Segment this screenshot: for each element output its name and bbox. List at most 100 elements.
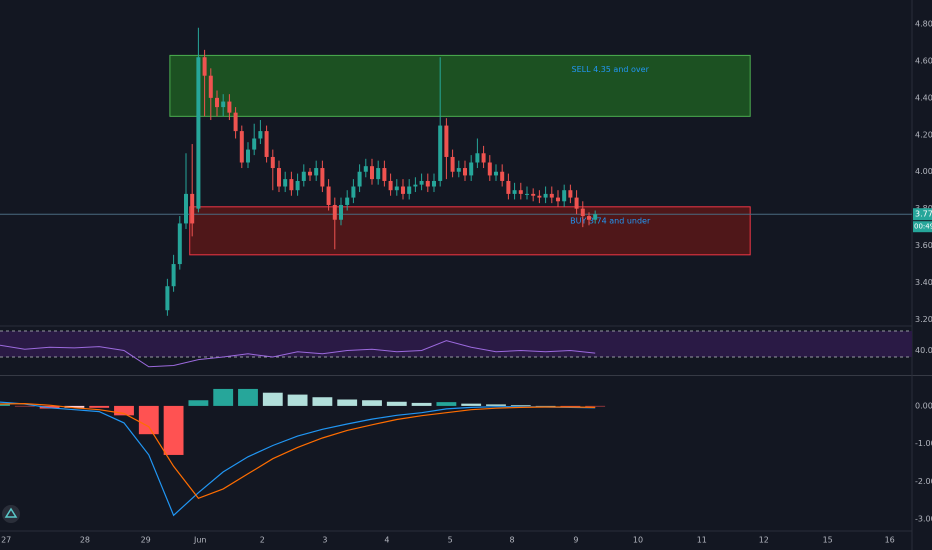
histogram-bar — [312, 397, 333, 406]
candle-body — [357, 171, 362, 187]
candle-body — [221, 101, 226, 108]
rsi-band — [0, 330, 912, 358]
candle-body — [450, 156, 455, 172]
candle-body — [258, 131, 263, 139]
histogram-bar — [287, 394, 308, 406]
candle-body — [276, 168, 281, 187]
candle-body — [444, 125, 449, 157]
candle-body — [555, 197, 560, 202]
candle-body — [208, 75, 213, 98]
candle-body — [233, 112, 238, 132]
histogram-bar — [560, 405, 581, 407]
candle-body — [369, 166, 374, 180]
zone-box — [189, 206, 751, 256]
candle-body — [512, 190, 517, 194]
candle-body — [171, 264, 176, 287]
histogram-bar — [386, 401, 407, 406]
candle-body — [388, 180, 393, 191]
candle-body — [543, 193, 548, 198]
candle-body — [407, 186, 412, 194]
candle-body — [382, 168, 387, 181]
histogram-bar — [337, 399, 358, 406]
candle-body — [487, 162, 492, 176]
histogram-bar — [486, 404, 506, 406]
x-tick-label: 8 — [510, 536, 515, 545]
histogram-bar — [89, 405, 110, 408]
x-tick-label: 12 — [759, 536, 769, 545]
candle-body — [413, 184, 418, 187]
candle-body — [518, 190, 523, 194]
candle-body — [562, 190, 567, 202]
candle-body — [338, 204, 343, 220]
x-tick-label: 10 — [633, 536, 643, 545]
y-tick-label: 40.00 — [915, 346, 932, 355]
zone-box — [169, 54, 751, 117]
rsi-line — [0, 340, 596, 368]
candle-body — [568, 190, 573, 198]
y-tick-label: 3.20 — [915, 315, 932, 324]
candle-body — [537, 195, 542, 198]
y-tick-label: 4.00 — [915, 167, 932, 176]
macd-line — [0, 402, 596, 500]
histogram-bar — [535, 405, 556, 407]
candle-body — [202, 57, 207, 76]
y-tick-label: -2.00 — [915, 477, 932, 486]
histogram-bar — [362, 400, 382, 406]
candle-body — [586, 216, 591, 220]
histogram-bar — [114, 405, 134, 416]
histogram-bar — [585, 405, 606, 407]
candle-body — [252, 138, 257, 150]
candle-body — [239, 131, 244, 163]
y-tick-label: 0.00 — [915, 401, 932, 410]
x-tick-label: 9 — [573, 536, 578, 545]
candle-body — [425, 180, 430, 187]
x-tick-label: 2 — [260, 536, 265, 545]
candle-body — [376, 168, 381, 180]
candle-body — [165, 286, 170, 311]
candle-body — [531, 193, 536, 196]
histogram-bar — [188, 400, 209, 406]
candle-body — [593, 214, 598, 220]
x-tick-label: 15 — [823, 536, 833, 545]
y-tick-label: 4.80 — [915, 20, 932, 29]
zone-label: BUY 3.74 and under — [570, 216, 651, 225]
candle-body — [456, 168, 461, 172]
histogram-bar — [213, 388, 234, 406]
candle-body — [301, 171, 306, 181]
histogram-bar — [461, 403, 482, 406]
candle-body — [270, 156, 275, 169]
y-tick-label: -3.00 — [915, 515, 932, 524]
candle-body — [580, 208, 585, 217]
x-tick-label: 11 — [697, 536, 707, 545]
logo[interactable] — [2, 505, 20, 523]
x-tick-label: 28 — [80, 536, 90, 545]
logo-circle[interactable] — [2, 505, 20, 523]
histogram-bar — [64, 405, 85, 408]
x-tick-label: 4 — [384, 536, 389, 545]
candle-body — [320, 168, 325, 187]
candle-body — [506, 180, 511, 194]
y-tick-label: 3.40 — [915, 278, 932, 287]
y-tick-label: 4.20 — [915, 130, 932, 139]
candle-body — [177, 223, 182, 265]
candle-body — [190, 193, 195, 224]
candle-body — [245, 149, 250, 163]
y-tick-label: 4.40 — [915, 93, 932, 102]
macd-line — [0, 401, 596, 517]
logo-icon[interactable] — [4, 507, 18, 518]
histogram-bar — [138, 405, 159, 435]
y-tick-label: 4.60 — [915, 56, 932, 65]
candle-body — [351, 186, 356, 198]
x-tick-label: 29 — [141, 536, 151, 545]
histogram-bar — [0, 404, 10, 406]
candle-body — [431, 180, 436, 187]
candle-body — [214, 97, 219, 108]
last-price-label: 3.77 — [915, 210, 932, 219]
histogram-bar — [262, 392, 283, 406]
candle-body — [295, 180, 300, 191]
candle-body — [183, 193, 188, 224]
y-tick-label: -1.00 — [915, 439, 932, 448]
histogram-bar — [238, 388, 258, 406]
